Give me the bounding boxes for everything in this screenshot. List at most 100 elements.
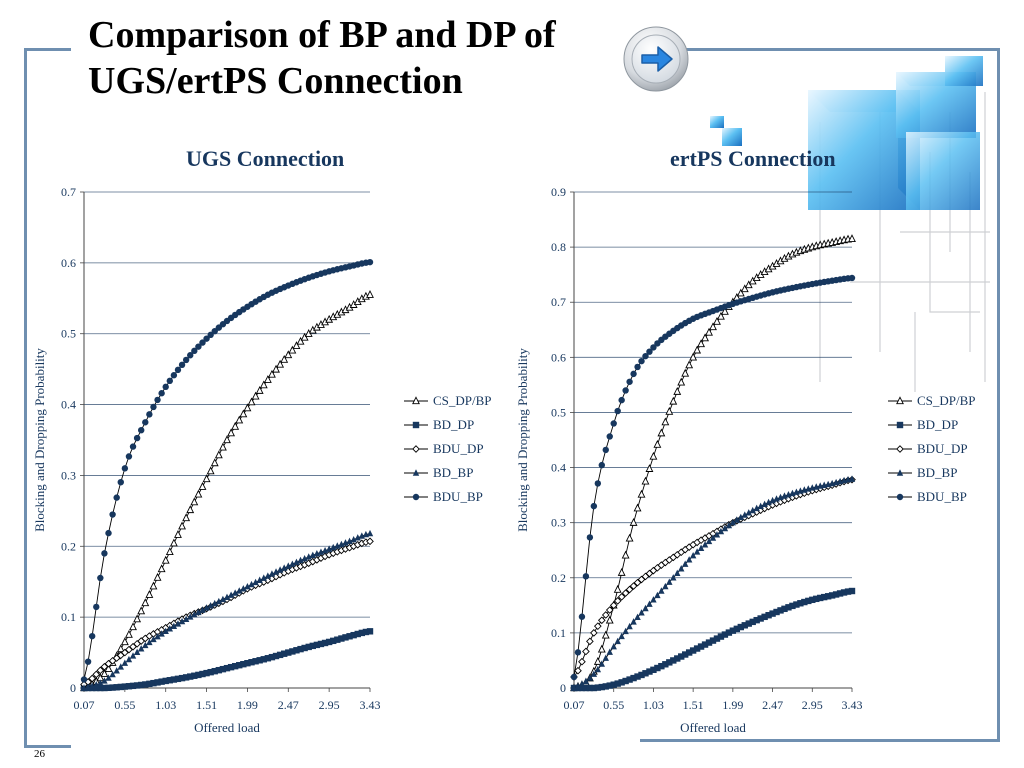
data-point [252,658,259,665]
data-point [650,596,657,603]
data-point [813,595,820,603]
data-point [761,500,768,507]
data-point [321,639,329,647]
data-point [725,521,733,529]
data-point [610,642,617,650]
data-point [729,627,737,634]
data-point [346,633,353,640]
data-point [749,618,756,626]
forward-arrow-icon[interactable] [620,25,692,93]
data-point [736,288,745,297]
legend-label: BDU_DP [917,441,968,456]
data-point [629,517,638,526]
data-point [614,680,621,687]
data-point [293,558,300,566]
data-point [737,513,744,521]
data-point [256,657,263,664]
data-point [765,498,772,506]
data-point [100,662,109,671]
series-cs-dp-bp [80,290,374,692]
data-point [284,350,293,359]
data-point [705,537,713,545]
data-point [97,684,104,692]
data-point [97,679,104,686]
y-tick-label: 0.7 [551,295,566,309]
data-point [366,258,374,266]
data-point [821,593,828,601]
legend-label: BD_DP [433,417,474,432]
data-point [626,378,633,385]
data-point [174,529,182,538]
data-point [182,615,190,622]
data-point [227,428,236,437]
data-point [594,480,602,487]
data-point [744,280,753,289]
data-point [264,572,272,579]
data-point [582,647,590,656]
y-tick-label: 0.5 [61,327,76,341]
slide-title-line-2: UGS/ertPS Connection [88,60,463,102]
data-point [630,674,637,682]
x-tick-label: 1.51 [196,698,217,712]
data-point [650,344,657,351]
data-point [231,421,240,430]
slide-frame-bottom [640,739,1000,742]
data-point [713,531,721,538]
y-tick-label: 0.8 [551,240,566,254]
data-point [146,411,153,418]
series-line [573,277,853,678]
data-point [289,648,296,655]
data-point [219,665,227,673]
series-line [573,238,853,689]
data-point [198,482,207,490]
data-point [88,632,96,640]
data-point [281,564,288,571]
data-point [613,597,622,605]
data-point [593,622,602,631]
data-point [666,659,673,666]
data-point [765,612,772,619]
data-point [129,682,137,690]
data-point [601,611,610,619]
data-point [260,574,267,581]
data-point [211,599,218,607]
data-point [753,616,760,624]
data-point [120,637,129,646]
data-point [206,466,215,475]
x-tick-label: 1.99 [722,698,743,712]
data-point [590,502,598,510]
data-point [109,684,116,691]
data-point [693,345,702,354]
y-tick-label: 0.1 [551,626,566,640]
x-tick-label: 2.95 [802,698,823,712]
slide-frame-left [24,48,71,748]
data-point [182,513,191,522]
data-point [590,629,598,637]
data-point [153,572,162,581]
data-point [749,506,756,514]
data-point [598,461,605,469]
data-point [288,345,297,354]
data-point [227,591,235,598]
x-tick-label: 0.07 [564,698,585,712]
data-point [145,589,154,598]
data-point [602,683,609,690]
data-point [741,622,748,629]
data-point [215,666,223,674]
data-point [570,684,578,691]
legend-marker [412,445,420,453]
data-point [223,593,231,601]
data-point [187,352,194,359]
data-point [578,680,586,687]
data-point [105,684,112,692]
data-point [301,554,308,562]
data-point [133,434,141,442]
data-point [709,322,717,331]
data-point [178,617,186,625]
data-point [174,366,182,374]
data-point [649,451,658,460]
data-point [602,654,609,661]
data-point [178,521,186,530]
data-point [658,587,665,594]
data-point [92,670,101,679]
